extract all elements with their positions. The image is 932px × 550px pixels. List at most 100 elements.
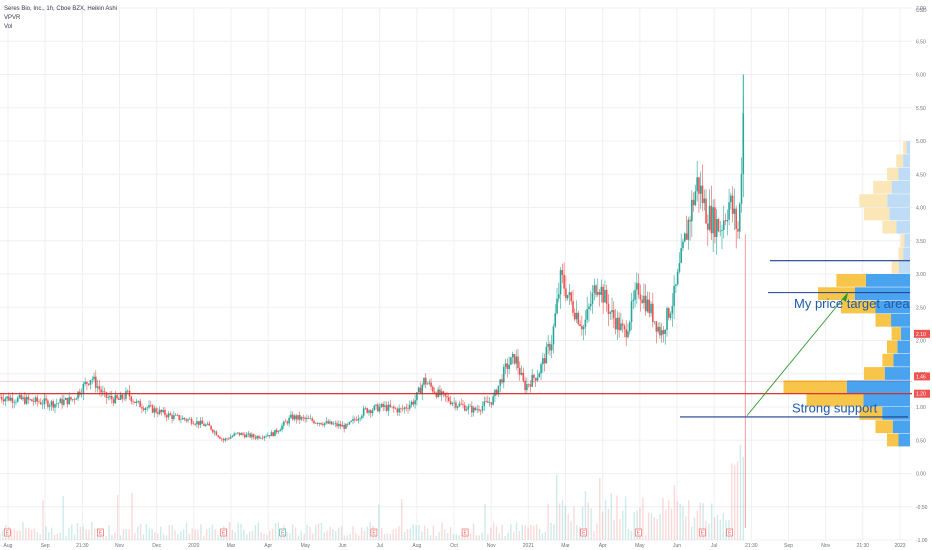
candle-body [705,198,707,224]
volume-bar [254,525,257,540]
candle-body [102,391,104,393]
volume-bar [257,522,259,540]
candle-body [513,354,516,364]
candle-body [134,401,136,403]
candle-body [414,400,416,405]
volume-bar [446,533,449,540]
candle-body [98,386,101,390]
candle-body [77,391,79,399]
earnings-marker-text: E [222,530,226,536]
volume-bar [636,510,638,540]
volume-bar [131,492,133,540]
candle-body [735,208,737,229]
earnings-marker: E [3,528,11,536]
volume-bar [690,526,693,540]
volume-bar [492,522,495,540]
candle-body [687,219,690,240]
candle-body [423,377,425,385]
volume-bar [630,530,633,540]
candle-body [183,417,186,420]
volume-bar [383,534,386,540]
candle-body [698,177,700,194]
candle-body [258,436,260,439]
candle-body [275,429,278,433]
candle-body [338,424,340,427]
candle-body [125,391,127,399]
candle-body [265,436,267,437]
candle-body [439,389,441,396]
volume-bar [119,535,122,540]
candle-body [676,271,679,285]
y-tick-label: 6.00 [916,73,926,79]
volume-bar [699,502,701,540]
candle-body [465,409,468,411]
volume-bars [0,444,744,540]
volume-bar [346,535,348,540]
candle-body [526,384,528,391]
candle-body [235,433,237,434]
volume-bar [613,519,615,540]
volume-bar [475,535,478,540]
volume-bar [139,523,142,540]
candle-body [442,391,445,394]
candle-body [662,330,665,335]
volume-bar [581,506,584,540]
volume-bar [590,508,592,540]
candle-body [563,274,565,289]
volume-bar [667,500,670,540]
x-tick-label: Jun [338,543,346,549]
candle-body [623,325,626,330]
candle-body [118,398,120,400]
candle-body [121,394,124,399]
candle-body [18,395,21,398]
candle-body [107,397,110,398]
volume-bar [533,525,535,540]
candle-body [103,391,106,393]
volume-bar [228,522,231,540]
volume-bar [633,512,635,540]
volume-bar [36,532,39,540]
candle-body [93,376,95,380]
candle-body [73,399,76,400]
candle-body [460,403,463,405]
vp-row-up [903,247,910,261]
candle-body [435,393,438,397]
candle-body [197,421,200,425]
candle-body [268,435,271,437]
candle-body [643,295,645,303]
candle-body [518,367,521,375]
vp-row-down [898,247,904,261]
volume-bar [409,528,412,540]
volume-bar [645,535,647,540]
volume-bar [507,532,509,540]
candle-body [385,405,388,411]
chart-grid [0,7,912,541]
candle-body [259,437,262,439]
volume-bar [527,527,529,540]
candle-body [64,398,67,400]
candle-body [29,399,31,400]
candle-body [620,323,622,331]
volume-bar [504,535,506,540]
candle-body [616,317,619,330]
volume-bar [567,513,569,540]
volume-bar [432,525,435,540]
candle-body [387,404,390,411]
volume-bar [639,507,641,540]
candle-body [595,285,597,295]
volume-bar [266,535,268,540]
candle-body [341,425,344,427]
volume-bar [154,532,156,540]
vp-row-down [836,274,866,287]
indicator-volume[interactable]: Vol [4,24,13,30]
candle-body [300,417,303,420]
candle-body [401,408,404,410]
candle-body [330,421,333,425]
candle-body [543,358,546,364]
candle-body [251,434,253,438]
volume-bar [627,529,630,540]
candle-body [54,404,56,408]
volume-bar [197,529,199,540]
indicator-vpvr[interactable]: VPVR [4,15,21,21]
